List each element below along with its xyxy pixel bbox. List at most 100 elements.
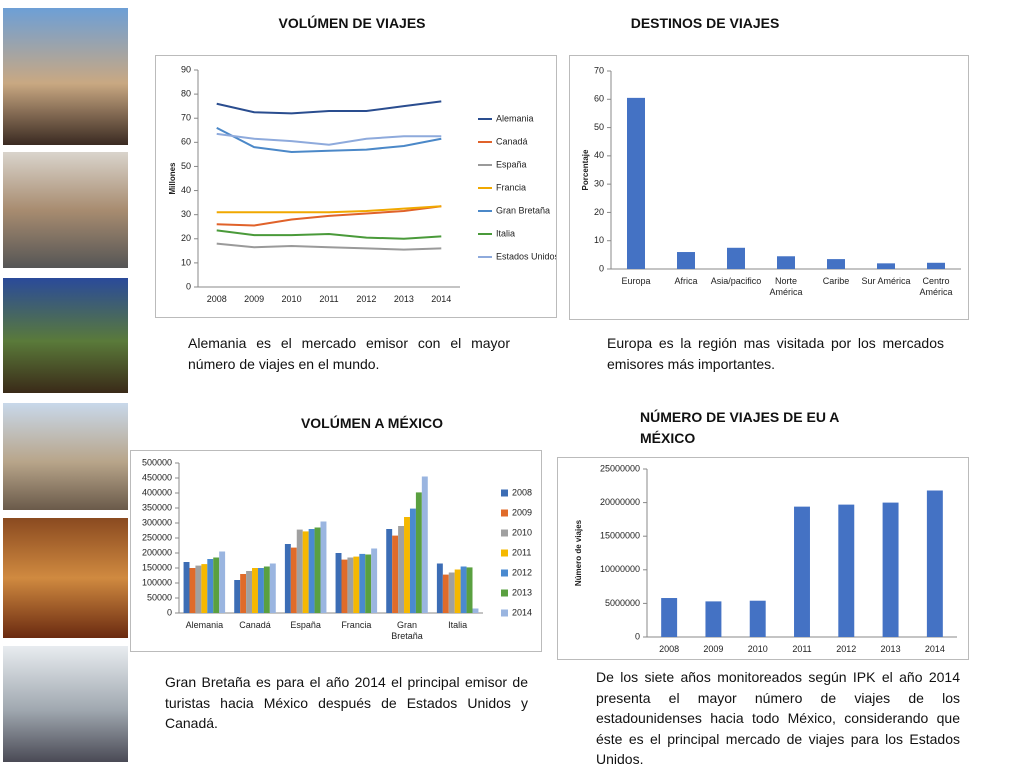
bar	[777, 256, 795, 269]
legend-label: 2009	[512, 507, 532, 517]
line	[216, 132, 442, 146]
bar	[442, 574, 449, 613]
y-tick-label: 0	[635, 631, 640, 641]
x-tick-label: Sur América	[861, 276, 910, 286]
x-tick-label: Asia/pacifico	[711, 276, 762, 286]
legend-label: Canadá	[496, 136, 528, 146]
legend-swatch	[501, 549, 508, 557]
y-tick-label: 70	[594, 65, 604, 75]
line	[216, 100, 442, 115]
chart-frame: 0 10 20 30 40 50 60 70 Porcentaje Europa Africa Asi…	[569, 55, 969, 320]
bar	[371, 548, 378, 613]
y-tick-label: 250000	[142, 532, 172, 542]
legend-label: Francia	[496, 182, 526, 192]
line	[216, 126, 442, 153]
bar	[421, 476, 428, 613]
x-tick-label: Alemania	[186, 620, 224, 630]
bar	[705, 601, 722, 637]
y-tick-label: 60	[594, 94, 604, 104]
bar	[246, 571, 253, 613]
bar	[320, 521, 327, 613]
bar	[661, 598, 678, 637]
x-tick-label: 2011	[319, 294, 338, 304]
y-tick-label: 40	[181, 185, 191, 195]
bar	[290, 547, 297, 613]
legend-label: 2010	[512, 527, 532, 537]
x-tick-label: Francia	[341, 620, 371, 630]
bar	[269, 563, 276, 613]
y-tick-label: 400000	[142, 487, 172, 497]
x-tick-label: 2008	[207, 294, 227, 304]
legend-label: 2012	[512, 567, 532, 577]
chart-title: DESTINOS DE VIAJES	[630, 15, 780, 31]
legend-label: 2014	[512, 607, 532, 617]
bar	[460, 566, 467, 613]
y-tick-label: 20000000	[600, 497, 640, 507]
chart-title: VOLÚMEN DE VIAJES	[278, 15, 426, 31]
legend-swatch	[501, 569, 508, 577]
x-tick-label: 2012	[836, 644, 856, 654]
x-tick-label: 2011	[792, 644, 811, 654]
bar	[219, 551, 226, 613]
bar	[838, 504, 855, 637]
chart-frame: 0 50000 100000 150000 200000 250000 300000 3500…	[130, 450, 542, 652]
bar	[308, 529, 315, 613]
chart: 0 50000 100000 150000 200000 250000 300000 3500…	[142, 457, 532, 641]
x-tick-label: 2010	[282, 294, 302, 304]
bar	[189, 568, 196, 613]
y-tick-label: 15000000	[600, 531, 640, 541]
bar	[201, 564, 208, 613]
caption: Alemania es el mercado emisor con el may…	[188, 335, 510, 372]
y-axis-label: Millones	[168, 162, 177, 195]
bar	[347, 557, 354, 613]
y-tick-label: 200000	[142, 547, 172, 557]
bar	[749, 600, 766, 637]
bar	[404, 517, 410, 613]
x-tick-label: Gran Bretaña	[391, 620, 423, 641]
photo	[3, 278, 128, 393]
caption: De los siete años monitoreados según IPK…	[596, 669, 960, 767]
bar	[365, 554, 372, 613]
bar	[627, 97, 645, 269]
y-tick-label: 50	[594, 122, 604, 132]
legend-swatch	[501, 609, 508, 617]
bar	[386, 529, 393, 613]
y-tick-label: 10	[594, 235, 604, 245]
y-tick-label: 20	[594, 207, 604, 217]
y-tick-label: 0	[167, 607, 172, 617]
bar	[263, 566, 270, 613]
bar	[448, 572, 455, 613]
bar	[926, 490, 943, 637]
legend-label: 2011	[512, 547, 531, 557]
x-tick-label: 2009	[703, 644, 723, 654]
bar	[466, 567, 473, 613]
bar	[415, 492, 422, 613]
bar	[436, 563, 443, 613]
line	[216, 205, 442, 214]
legend-label: 2013	[512, 587, 532, 597]
legend-swatch	[501, 589, 508, 597]
y-tick-label: 10000000	[600, 564, 640, 574]
y-tick-label: 0	[186, 281, 191, 291]
y-tick-label: 60	[181, 137, 191, 147]
x-tick-label: Centro América	[919, 276, 952, 297]
x-tick-label: 2008	[659, 644, 679, 654]
bar	[454, 569, 461, 613]
chart: 0 10 20 30 40 50 60 70 80 90 Millones 2008 2009 2010 2…	[168, 64, 556, 304]
bar	[257, 568, 264, 613]
bar	[827, 259, 845, 269]
x-tick-label: 2013	[394, 294, 414, 304]
y-tick-label: 150000	[142, 562, 172, 572]
bar	[353, 556, 360, 613]
x-tick-label: Caribe	[823, 276, 850, 286]
photo	[3, 152, 128, 268]
bar	[296, 529, 303, 613]
x-tick-label: Norte América	[769, 276, 802, 297]
y-tick-label: 50	[181, 161, 191, 171]
legend-swatch	[501, 489, 508, 497]
y-tick-label: 20	[181, 233, 191, 243]
y-tick-label: 50000	[147, 592, 172, 602]
bar	[392, 535, 399, 613]
y-tick-label: 80	[181, 88, 191, 98]
